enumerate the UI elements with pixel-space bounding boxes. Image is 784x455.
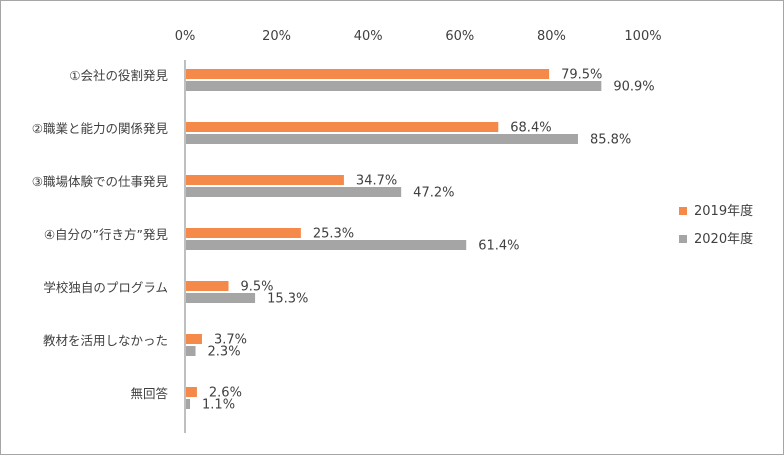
bars-group: 79.5% 90.9% 68.4% 85.8% 34.7% 47.2% 25.3% 61.4%… [185, 68, 655, 413]
x-tick-label: 20% [262, 29, 291, 44]
data-label: 2.3% [208, 345, 241, 360]
x-tick-label: 80% [537, 29, 566, 44]
legend-label: 2019年度 [694, 203, 753, 219]
bar-2019年度 [185, 228, 301, 238]
bar-2019年度 [185, 387, 197, 397]
bar-2020年度 [185, 187, 402, 197]
bar-2019年度 [185, 175, 344, 185]
data-label: 1.1% [202, 398, 235, 413]
data-label: 34.7% [356, 174, 397, 189]
bar-2019年度 [185, 334, 202, 344]
bar-2020年度 [185, 134, 578, 144]
data-label: 15.3% [267, 292, 308, 307]
x-tick-label: 0% [175, 29, 196, 44]
x-tick-label: 100% [624, 29, 661, 44]
x-tick-label: 60% [445, 29, 474, 44]
category-label: ①会社の役割発見 [69, 68, 168, 83]
data-label: 79.5% [561, 68, 602, 83]
category-label: 学校独自のプログラム [43, 280, 168, 295]
legend-swatch [679, 207, 687, 215]
legend-swatch [679, 235, 687, 243]
x-tick-labels: 0% 20% 40% 60% 80% 100% [175, 29, 662, 44]
data-label: 2.6% [209, 386, 242, 401]
data-label: 85.8% [590, 133, 631, 148]
category-labels: ①会社の役割発見 ②職業と能力の関係発見 ③職場体験での仕事発見 ④自分の”行き方”発… [32, 68, 169, 401]
bar-2020年度 [185, 293, 256, 303]
category-label: 教材を活用しなかった [43, 333, 168, 348]
data-label: 61.4% [478, 239, 519, 254]
data-label: 68.4% [510, 121, 551, 136]
data-label: 3.7% [214, 333, 247, 348]
data-label: 25.3% [313, 227, 354, 242]
bar-2019年度 [185, 281, 229, 291]
x-tick-label: 40% [354, 29, 383, 44]
category-label: ③職場体験での仕事発見 [32, 174, 169, 189]
category-label: 無回答 [130, 386, 168, 401]
bar-2020年度 [185, 240, 467, 250]
bar-2019年度 [185, 122, 499, 132]
category-label: ④自分の”行き方”発見 [44, 227, 169, 242]
data-label: 90.9% [613, 80, 654, 95]
legend-label: 2020年度 [694, 231, 753, 247]
data-label: 47.2% [413, 186, 454, 201]
bar-2020年度 [185, 399, 191, 409]
category-label: ②職業と能力の関係発見 [32, 121, 169, 136]
data-label: 9.5% [241, 280, 274, 295]
bar-2019年度 [185, 69, 550, 79]
bar-2020年度 [185, 346, 196, 356]
bar-2020年度 [185, 81, 602, 91]
legend: 2019年度 2020年度 [679, 203, 753, 247]
